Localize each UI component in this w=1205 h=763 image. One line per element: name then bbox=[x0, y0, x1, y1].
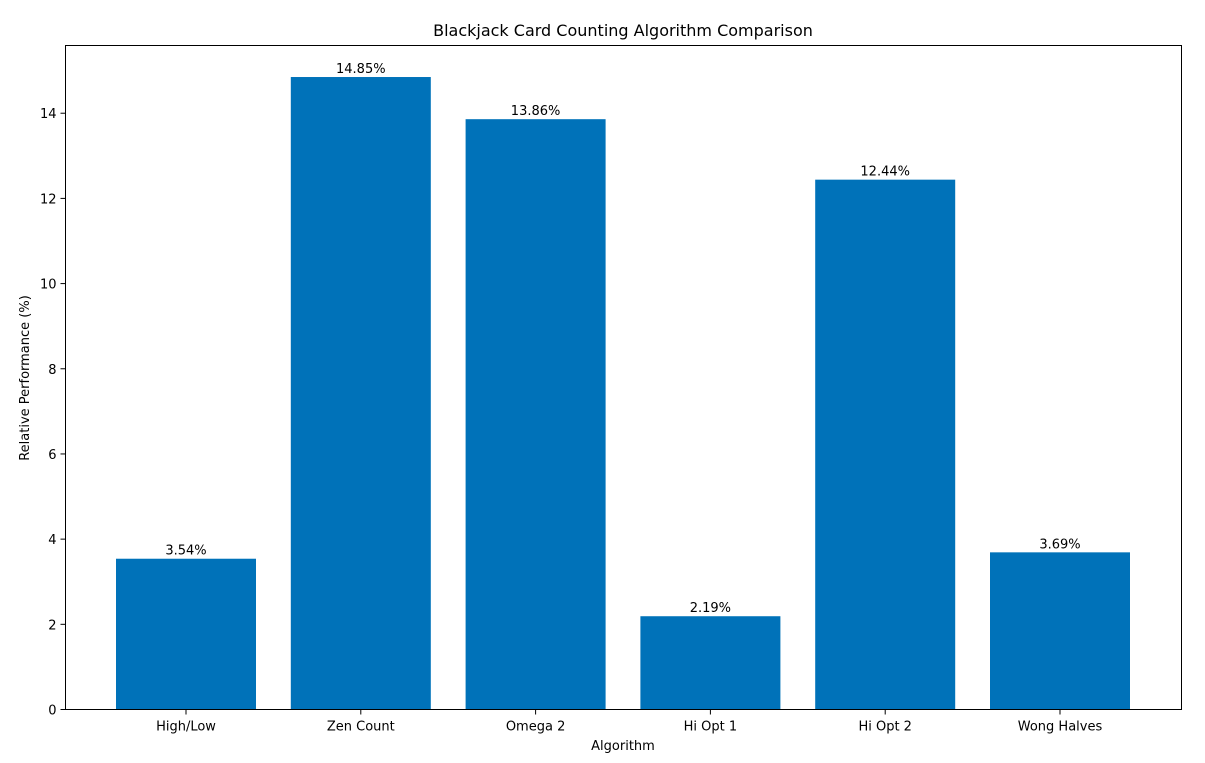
y-tick-label-1: 2 bbox=[48, 618, 56, 633]
bar-4 bbox=[815, 179, 956, 710]
y-tick-label-7: 14 bbox=[40, 107, 57, 122]
bars-layer bbox=[116, 77, 1130, 710]
plot-frame bbox=[65, 45, 1182, 710]
x-tick-label-5: Wong Halves bbox=[1018, 720, 1103, 735]
value-labels-layer: 3.54% 14.85% 13.86% 2.19% 12.44% 3.69% bbox=[165, 62, 1080, 616]
x-tick-label-2: Omega 2 bbox=[506, 720, 566, 735]
value-label-2: 13.86% bbox=[511, 104, 561, 119]
value-label-4: 12.44% bbox=[860, 165, 910, 180]
y-tick-label-5: 10 bbox=[40, 278, 57, 293]
x-axis-label: Algorithm bbox=[591, 739, 655, 754]
value-label-0: 3.54% bbox=[165, 544, 206, 559]
y-tick-label-6: 12 bbox=[40, 192, 57, 207]
y-tick-label-2: 4 bbox=[48, 533, 56, 548]
x-tick-label-3: Hi Opt 1 bbox=[684, 720, 738, 735]
chart-title: Blackjack Card Counting Algorithm Compar… bbox=[433, 21, 813, 40]
x-tick-label-0: High/Low bbox=[156, 720, 216, 735]
x-tick-label-1: Zen Count bbox=[327, 720, 395, 735]
y-tick-label-0: 0 bbox=[48, 704, 56, 719]
bar-3 bbox=[640, 616, 781, 710]
value-label-3: 2.19% bbox=[690, 601, 731, 616]
y-axis: 0 2 4 6 8 10 12 14 bbox=[40, 107, 66, 719]
y-tick-label-4: 8 bbox=[48, 363, 56, 378]
bar-1 bbox=[290, 77, 431, 710]
y-axis-label: Relative Performance (%) bbox=[18, 295, 33, 461]
x-axis: High/Low Zen Count Omega 2 Hi Opt 1 Hi Opt 2… bbox=[156, 709, 1103, 735]
value-label-5: 3.69% bbox=[1039, 537, 1080, 552]
bar-2 bbox=[465, 119, 606, 710]
y-tick-label-3: 6 bbox=[48, 448, 56, 463]
value-label-1: 14.85% bbox=[336, 62, 386, 77]
bar-0 bbox=[116, 558, 256, 710]
x-tick-label-4: Hi Opt 2 bbox=[858, 720, 912, 735]
bar-5 bbox=[990, 552, 1130, 710]
